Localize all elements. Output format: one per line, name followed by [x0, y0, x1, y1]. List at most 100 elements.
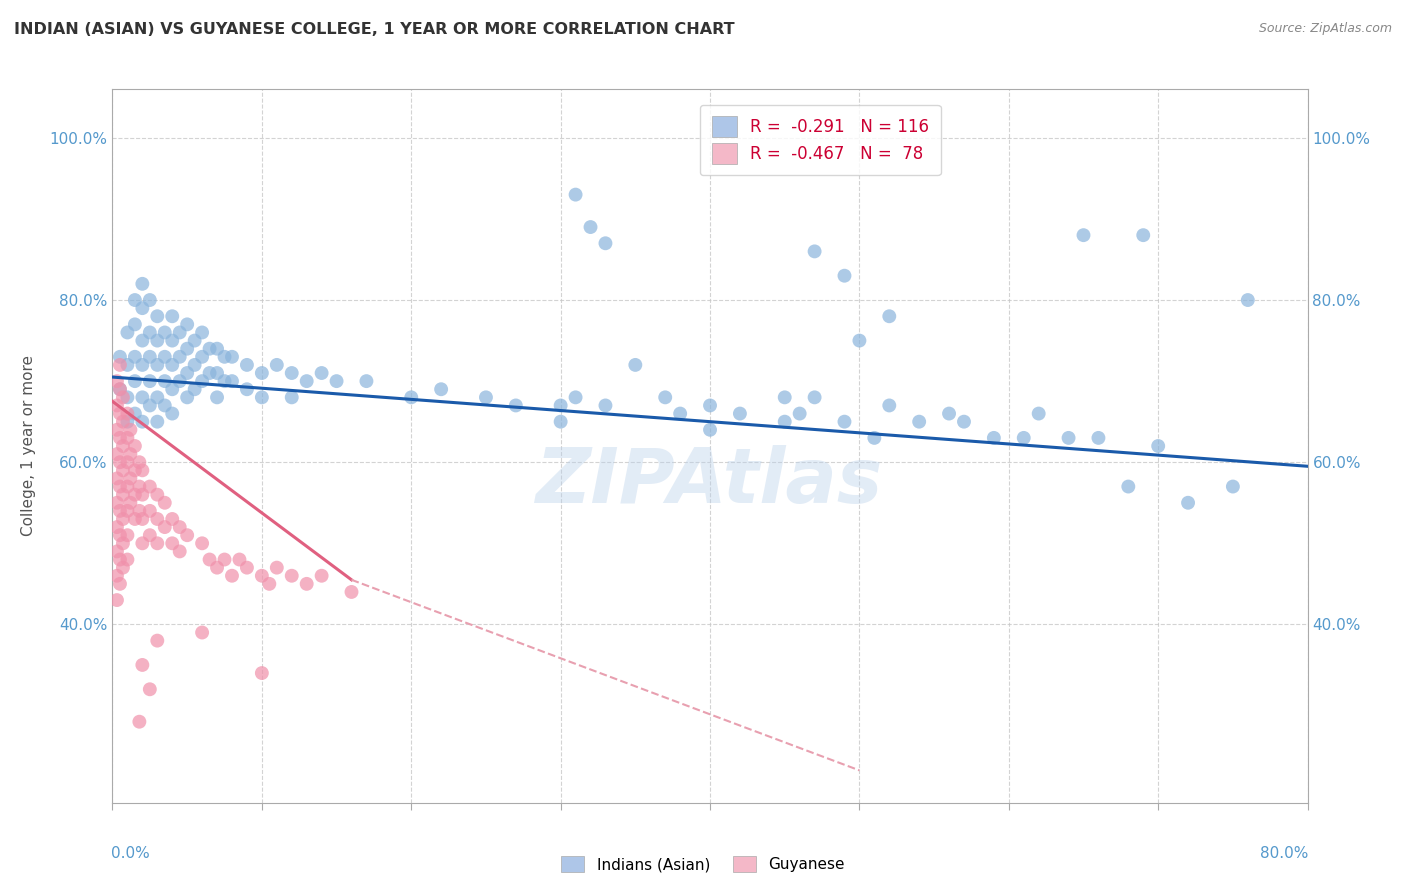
Point [191, 326, 214, 340]
Point [834, 415, 856, 429]
Point [281, 568, 304, 582]
Point [111, 536, 134, 550]
Point [848, 334, 870, 348]
Point [1177, 496, 1199, 510]
Point [139, 528, 162, 542]
Point [108, 577, 131, 591]
Text: 0.0%: 0.0% [111, 846, 150, 861]
Point [139, 479, 162, 493]
Text: INDIAN (ASIAN) VS GUYANESE COLLEGE, 1 YEAR OR MORE CORRELATION CHART: INDIAN (ASIAN) VS GUYANESE COLLEGE, 1 YE… [14, 22, 735, 37]
Point [595, 399, 617, 413]
Point [146, 390, 169, 404]
Point [131, 277, 153, 291]
Point [183, 382, 205, 396]
Point [699, 399, 721, 413]
Point [624, 358, 647, 372]
Point [169, 544, 191, 558]
Point [162, 334, 183, 348]
Point [1222, 479, 1244, 493]
Point [105, 423, 128, 437]
Point [214, 350, 236, 364]
Point [146, 536, 169, 550]
Point [162, 382, 183, 396]
Point [146, 633, 169, 648]
Point [803, 390, 825, 404]
Point [430, 382, 453, 396]
Point [124, 407, 146, 421]
Point [205, 342, 228, 356]
Point [146, 415, 169, 429]
Point [111, 390, 134, 404]
Point [128, 714, 150, 729]
Point [120, 447, 142, 461]
Point [191, 350, 214, 364]
Point [564, 390, 586, 404]
Point [153, 399, 176, 413]
Text: ZIPAtlas: ZIPAtlas [536, 445, 884, 518]
Point [162, 358, 183, 372]
Point [266, 560, 288, 574]
Point [139, 504, 162, 518]
Point [908, 415, 931, 429]
Point [117, 326, 139, 340]
Point [105, 520, 128, 534]
Point [214, 374, 236, 388]
Text: 80.0%: 80.0% [1260, 846, 1309, 861]
Point [475, 390, 498, 404]
Point [108, 552, 131, 566]
Point [595, 236, 617, 251]
Point [1118, 479, 1140, 493]
Point [205, 560, 228, 574]
Point [108, 504, 131, 518]
Point [124, 293, 146, 307]
Point [108, 358, 131, 372]
Point [340, 585, 363, 599]
Point [221, 350, 243, 364]
Point [356, 374, 378, 388]
Point [105, 496, 128, 510]
Point [111, 560, 134, 574]
Point [105, 399, 128, 413]
Point [117, 358, 139, 372]
Point [198, 342, 221, 356]
Point [311, 366, 333, 380]
Point [124, 439, 146, 453]
Point [1237, 293, 1260, 307]
Point [146, 512, 169, 526]
Point [550, 415, 572, 429]
Point [153, 496, 176, 510]
Point [228, 552, 250, 566]
Point [131, 301, 153, 315]
Point [105, 374, 128, 388]
Point [120, 471, 142, 485]
Point [153, 350, 176, 364]
Point [699, 423, 721, 437]
Point [183, 334, 205, 348]
Point [124, 350, 146, 364]
Point [117, 552, 139, 566]
Point [108, 350, 131, 364]
Point [773, 415, 796, 429]
Point [111, 488, 134, 502]
Point [169, 374, 191, 388]
Point [654, 390, 676, 404]
Point [1012, 431, 1035, 445]
Point [1028, 407, 1050, 421]
Point [153, 326, 176, 340]
Point [131, 536, 153, 550]
Point [877, 399, 901, 413]
Point [803, 244, 825, 259]
Point [139, 374, 162, 388]
Y-axis label: College, 1 year or more: College, 1 year or more [21, 356, 35, 536]
Point [146, 334, 169, 348]
Point [146, 488, 169, 502]
Point [236, 560, 259, 574]
Point [250, 568, 273, 582]
Point [117, 504, 139, 518]
Point [111, 463, 134, 477]
Point [162, 310, 183, 324]
Point [250, 666, 273, 681]
Point [1147, 439, 1170, 453]
Point [131, 415, 153, 429]
Point [176, 528, 198, 542]
